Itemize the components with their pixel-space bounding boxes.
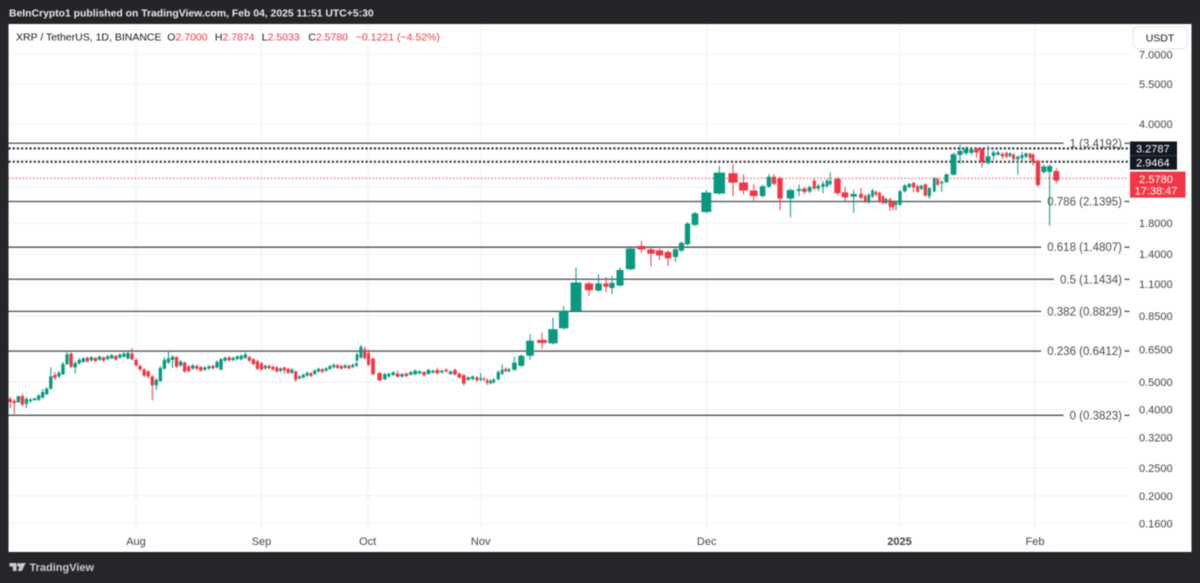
svg-text:L: L [262, 32, 268, 44]
svg-text:2.7000: 2.7000 [176, 32, 208, 44]
svg-text:Aug: Aug [126, 536, 146, 548]
svg-text:2.7874: 2.7874 [223, 32, 255, 44]
svg-text:XRP / TetherUS, 1D, BINANCE: XRP / TetherUS, 1D, BINANCE [16, 32, 162, 44]
svg-text:2.5780: 2.5780 [316, 32, 348, 44]
svg-text:−0.1221 (−4.52%): −0.1221 (−4.52%) [356, 32, 440, 44]
svg-text:0.2500: 0.2500 [1139, 463, 1173, 475]
svg-text:17:38:47: 17:38:47 [1135, 186, 1178, 198]
svg-text:0.4000: 0.4000 [1139, 405, 1173, 417]
svg-text:TradingView: TradingView [30, 562, 95, 574]
svg-text:5.5000: 5.5000 [1139, 79, 1173, 91]
svg-text:1.1000: 1.1000 [1139, 279, 1173, 291]
svg-text:H: H [215, 32, 223, 44]
svg-text:2.5780: 2.5780 [1139, 174, 1173, 186]
svg-text:Dec: Dec [697, 536, 717, 548]
svg-text:0.236 (0.6412): 0.236 (0.6412) [1047, 346, 1122, 358]
svg-text:2.9464: 2.9464 [1136, 158, 1170, 170]
svg-text:0.618 (1.4807): 0.618 (1.4807) [1047, 242, 1122, 254]
svg-text:0.8500: 0.8500 [1139, 311, 1173, 323]
svg-text:BeInCrypto1 published on Tradi: BeInCrypto1 published on TradingView.com… [9, 9, 374, 20]
svg-text:0.5000: 0.5000 [1139, 377, 1173, 389]
svg-text:0 (0.3823): 0 (0.3823) [1070, 410, 1123, 422]
svg-text:1.4000: 1.4000 [1139, 249, 1173, 261]
svg-text:4.0000: 4.0000 [1139, 119, 1173, 131]
svg-text:1 (3.4192): 1 (3.4192) [1070, 138, 1123, 150]
svg-text:7.0000: 7.0000 [1139, 49, 1173, 61]
svg-text:O: O [167, 32, 175, 44]
svg-text:Feb: Feb [1026, 536, 1045, 548]
svg-text:0.2000: 0.2000 [1139, 491, 1173, 503]
svg-text:1.8000: 1.8000 [1139, 218, 1173, 230]
svg-text:0.5 (1.1434): 0.5 (1.1434) [1060, 274, 1122, 286]
svg-text:Sep: Sep [252, 536, 272, 548]
svg-text:0.1600: 0.1600 [1139, 518, 1173, 530]
svg-text:0.786 (2.1395): 0.786 (2.1395) [1047, 196, 1122, 208]
svg-text:3.2787: 3.2787 [1136, 143, 1170, 155]
svg-text:0.382 (0.8829): 0.382 (0.8829) [1047, 306, 1122, 318]
svg-text:2025: 2025 [887, 536, 911, 548]
svg-text:2.5033: 2.5033 [268, 32, 300, 44]
svg-text:0.3200: 0.3200 [1139, 432, 1173, 444]
svg-text:Oct: Oct [359, 536, 376, 548]
svg-text:0.6500: 0.6500 [1139, 344, 1173, 356]
svg-text:Nov: Nov [471, 536, 491, 548]
svg-text:USDT: USDT [1146, 33, 1175, 45]
svg-text:C: C [308, 32, 316, 44]
